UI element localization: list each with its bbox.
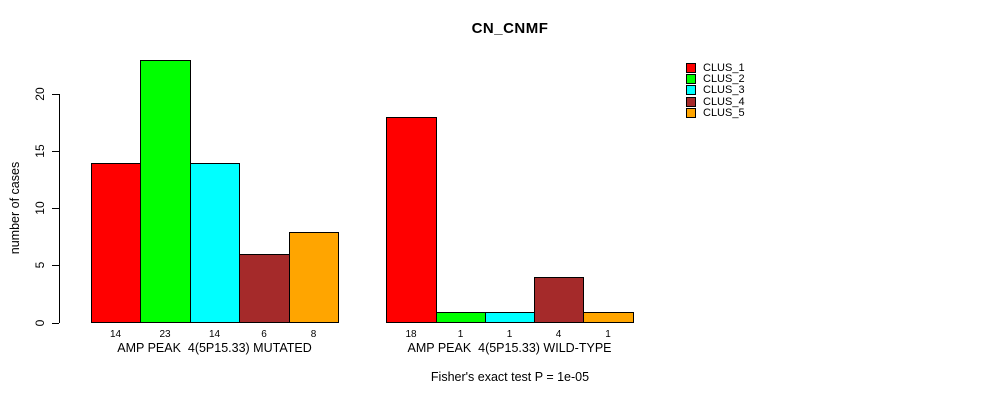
bar-value-label: 1 [506, 329, 513, 340]
bar-value-label: 14 [109, 329, 122, 340]
bar-clus_4-g1 [239, 254, 290, 323]
legend-swatch-icon [686, 85, 696, 95]
y-axis-tick [52, 207, 59, 209]
bar-value-label: 4 [555, 329, 562, 340]
bar-value-label: 14 [208, 329, 221, 340]
bar-value-label: 1 [457, 329, 464, 340]
y-axis-tick [52, 264, 59, 266]
bar-clus_5-g1 [289, 232, 339, 323]
legend-swatch-icon [686, 63, 696, 73]
legend-swatch-icon [686, 74, 696, 84]
y-axis-tick-label: 5 [33, 261, 47, 269]
y-axis-tick [52, 322, 59, 324]
bar-value-label: 1 [605, 329, 611, 340]
legend-label: CLUS_2 [703, 73, 745, 85]
legend-label: CLUS_1 [703, 62, 745, 74]
y-axis-tick-label: 15 [33, 144, 47, 158]
legend-label: CLUS_4 [703, 96, 745, 108]
bar-clus_5-g2 [583, 312, 634, 323]
bar-value-label: 6 [261, 329, 267, 340]
bar-clus_4-g2 [534, 277, 584, 323]
fisher-note: Fisher's exact test P = 1e-05 [430, 370, 590, 384]
y-axis-tick [52, 93, 59, 95]
bar-clus_3-g2 [485, 312, 535, 323]
y-axis-label: number of cases [8, 161, 22, 255]
bar-clus_1-g1 [91, 163, 141, 323]
legend-label: CLUS_3 [703, 84, 745, 96]
bar-clus_2-g2 [436, 312, 486, 323]
bar-value-label: 8 [310, 329, 317, 340]
bar-value-label: 18 [405, 329, 417, 340]
bar-clus_3-g1 [190, 163, 240, 323]
legend-swatch-icon [686, 108, 696, 118]
bar-clus_1-g2 [386, 117, 437, 323]
legend-label: CLUS_5 [703, 107, 745, 119]
bar-clus_2-g1 [140, 60, 191, 323]
group-label: AMP PEAK 4(5P15.33) MUTATED [117, 341, 312, 355]
group-label: AMP PEAK 4(5P15.33) WILD-TYPE [407, 341, 612, 355]
y-axis-tick-label: 0 [33, 319, 47, 327]
bar-value-label: 23 [159, 329, 171, 340]
y-axis-line [59, 94, 60, 323]
legend-swatch-icon [686, 97, 696, 107]
y-axis-tick-label: 20 [33, 87, 47, 101]
chart-title: CN_CNMF [471, 20, 549, 37]
y-axis-tick-label: 10 [33, 201, 47, 215]
y-axis-tick [52, 150, 59, 152]
